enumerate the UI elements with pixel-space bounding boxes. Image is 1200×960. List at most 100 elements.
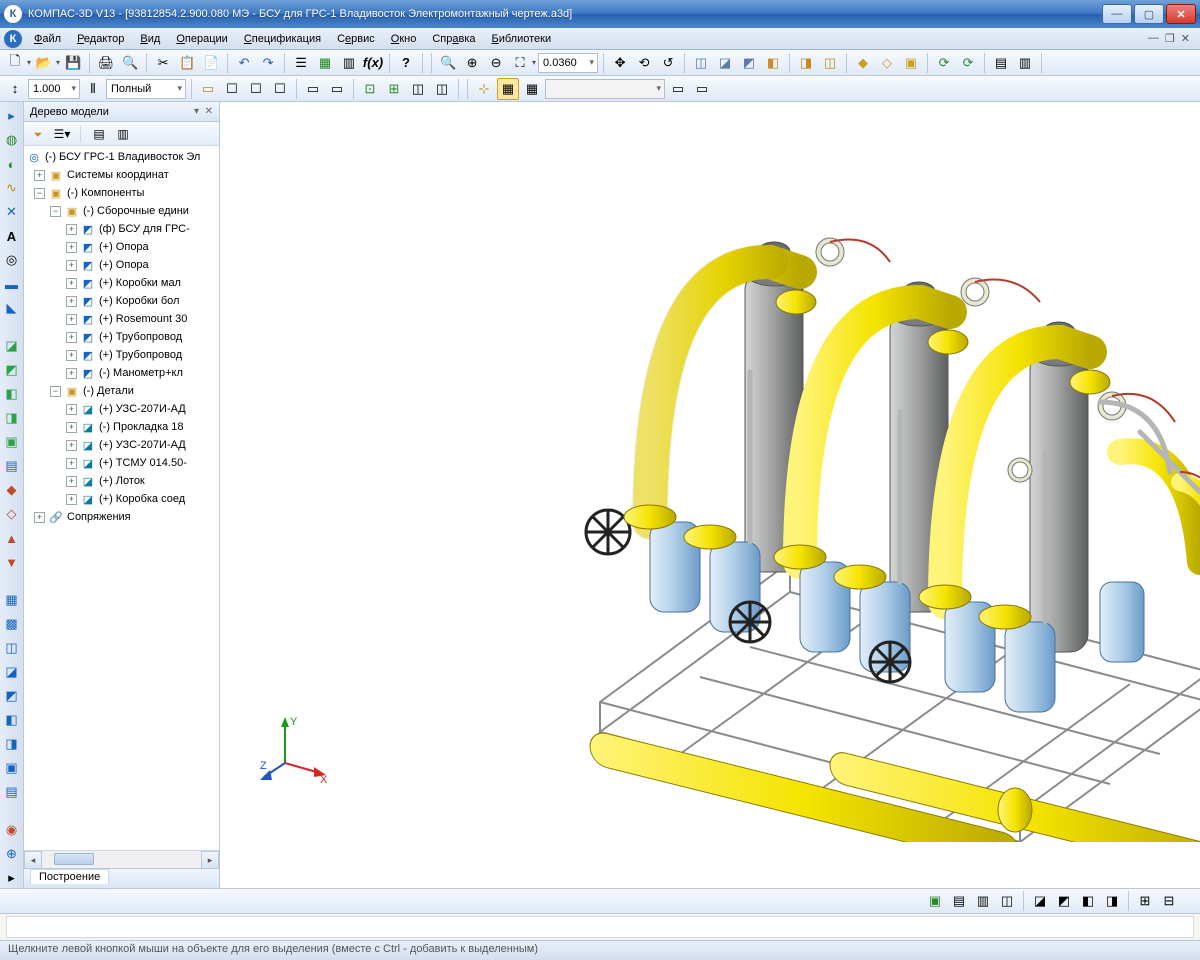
layers2-button[interactable]: ▥ [1014,52,1036,74]
snap-on-button[interactable]: ▦ [497,78,519,100]
mdi-minimize-button[interactable]: — [1148,32,1159,45]
tree-root[interactable]: (-) БСУ ГРС-1 Владивосток Эл [45,151,200,163]
tree-item[interactable]: (+) УЗС-207И-АД [99,403,186,415]
section-button[interactable]: ◫ [819,52,841,74]
menu-spec[interactable]: Спецификация [236,31,329,47]
ls-extrude-icon[interactable]: ◍ [2,130,22,150]
align2-button[interactable]: ▭ [326,78,348,100]
menu-service[interactable]: Сервис [329,31,383,47]
menu-libs[interactable]: Библиотеки [484,31,560,47]
pt2-button[interactable]: ⊞ [383,78,405,100]
ls-b2-icon[interactable]: ▩ [2,614,22,634]
bt-9[interactable]: ⊞ [1134,890,1156,912]
tree-coord[interactable]: Системы координат [67,169,169,181]
ls-curve-icon[interactable]: ∿ [2,178,22,198]
ls-op5-icon[interactable]: ▣ [2,432,22,452]
mdi-restore-button[interactable]: ❐ [1165,32,1175,45]
expand-button[interactable]: + [66,260,77,271]
tree-close-button[interactable]: ✕ [205,106,213,117]
bt-10[interactable]: ⊟ [1158,890,1180,912]
dispmode-wire-button[interactable]: ◫ [690,52,712,74]
menu-view[interactable]: Вид [132,31,168,47]
ls-rib-icon[interactable]: ▬ [2,274,22,294]
mdi-close-button[interactable]: ✕ [1181,32,1190,45]
expand-button[interactable]: + [66,224,77,235]
tree-mates[interactable]: Сопряжения [67,511,131,523]
3d-viewport[interactable]: Y X Z [220,102,1200,888]
step-button[interactable]: ⫴ [82,78,104,100]
bt-7[interactable]: ◧ [1077,890,1099,912]
snap-xy-button[interactable]: ⊹ [473,78,495,100]
copy-button[interactable]: 📋 [176,52,198,74]
tree-pin-button[interactable]: ▾ [194,106,199,117]
tree-item[interactable]: (+) Опора [99,259,149,271]
ls-op2-icon[interactable]: ◩ [2,360,22,380]
view-orient-button[interactable]: ↺ [657,52,679,74]
paste-button[interactable]: 📄 [200,52,222,74]
window-maximize-button[interactable]: ▢ [1134,4,1164,24]
ls-b6-icon[interactable]: ◧ [2,710,22,730]
model-tree[interactable]: ◎(-) БСУ ГРС-1 Владивосток Эл +▣Системы … [24,146,219,850]
expand-button[interactable]: + [66,350,77,361]
simp3-button[interactable]: ▣ [900,52,922,74]
window-minimize-button[interactable]: — [1102,4,1132,24]
tree-item[interactable]: (+) Трубопровод [99,349,182,361]
zoom-fit-button[interactable]: ⛶ [509,52,531,74]
cut-button[interactable]: ✂ [152,52,174,74]
db-button[interactable]: ☐ [221,78,243,100]
tree-tb-2[interactable]: ☰▾ [52,124,72,144]
expand-button[interactable]: + [66,494,77,505]
ls-op3-icon[interactable]: ◧ [2,384,22,404]
collapse-button[interactable]: − [50,206,61,217]
tree-item[interactable]: (+) Rosemount 30 [99,313,187,325]
expand-button[interactable]: + [66,440,77,451]
tree-parts[interactable]: (-) Детали [83,385,134,397]
bt-4[interactable]: ◫ [996,890,1018,912]
help-button[interactable]: ? [395,52,417,74]
ls-c2-icon[interactable]: ⊕ [2,844,22,864]
open-button[interactable]: 📂 [33,52,55,74]
undo-button[interactable]: ↶ [233,52,255,74]
persp-button[interactable]: ◨ [795,52,817,74]
menu-editor[interactable]: Редактор [69,31,132,47]
linestyle-combo[interactable]: Полный [106,79,186,99]
ls-op4-icon[interactable]: ◨ [2,408,22,428]
zoom-in-button[interactable]: ⊕ [461,52,483,74]
bt-8[interactable]: ◨ [1101,890,1123,912]
expand-button[interactable]: + [34,170,45,181]
tree-item[interactable]: (+) Лоток [99,475,145,487]
menu-help[interactable]: Справка [424,31,483,47]
props-button[interactable]: ☰ [290,52,312,74]
ls-cursor-icon[interactable]: ▸ [2,106,22,126]
ls-hole-icon[interactable]: ◎ [2,250,22,270]
ls-b3-icon[interactable]: ◫ [2,638,22,658]
tree-hscroll[interactable]: ◂▸ [24,850,219,868]
tree-item[interactable]: (+) Опора [99,241,149,253]
ls-b7-icon[interactable]: ◨ [2,734,22,754]
expand-button[interactable]: + [66,314,77,325]
tree-comp[interactable]: (-) Компоненты [67,187,144,199]
lock2-button[interactable]: ▭ [691,78,713,100]
bt-1[interactable]: ▣ [924,890,946,912]
ortho-button[interactable]: ↕ [4,78,26,100]
ls-x-icon[interactable]: ✕ [2,202,22,222]
pt4-button[interactable]: ◫ [431,78,453,100]
dispmode-shaded2-button[interactable]: ◧ [762,52,784,74]
save-button[interactable]: 💾 [62,52,84,74]
ls-b1-icon[interactable]: ▦ [2,590,22,610]
ls-op8-icon[interactable]: ◇ [2,504,22,524]
collapse-button[interactable]: − [50,386,61,397]
bt-5[interactable]: ◪ [1029,890,1051,912]
orbit-button[interactable]: ⟲ [633,52,655,74]
rebuild2-button[interactable]: ⟳ [957,52,979,74]
simp-button[interactable]: ◆ [852,52,874,74]
ls-corner-icon[interactable]: ◣ [2,298,22,318]
db3-button[interactable]: ☐ [269,78,291,100]
simp2-button[interactable]: ◇ [876,52,898,74]
scale-combo[interactable]: 1.000 [28,79,80,99]
expand-button[interactable]: + [66,332,77,343]
tree-item[interactable]: (+) Коробка соед [99,493,185,505]
new-button[interactable]: 🗋 [4,52,26,74]
ls-c1-icon[interactable]: ◉ [2,820,22,840]
ls-op10-icon[interactable]: ▼ [2,552,22,572]
